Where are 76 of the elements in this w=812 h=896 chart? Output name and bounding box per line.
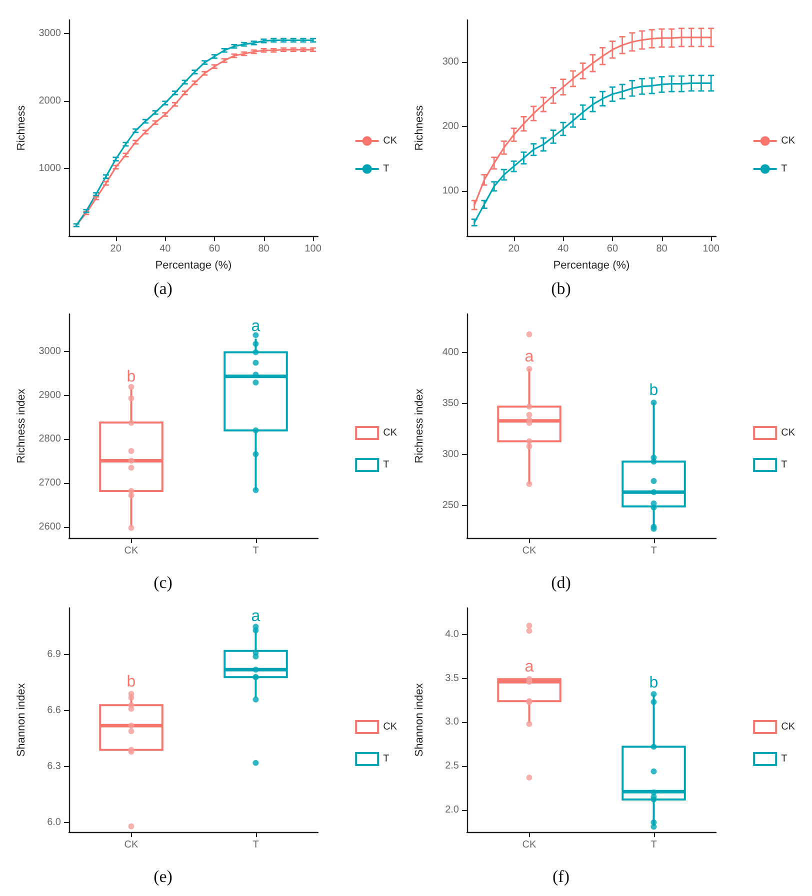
legend-label: T <box>781 164 788 174</box>
y-tick-label: 350 <box>442 398 460 410</box>
y-tick-label: 2800 <box>38 434 62 445</box>
y-tick-label: 6.0 <box>47 817 62 828</box>
x-tick-label: T <box>252 546 259 556</box>
x-tick-label: T <box>650 546 657 556</box>
y-tick-label: 3000 <box>38 346 62 357</box>
annotation: a <box>524 658 534 676</box>
y-tick-label: 1000 <box>38 163 62 174</box>
legend-label: CK <box>781 428 796 438</box>
y-axis-title: Richness <box>16 104 28 151</box>
y-tick-label: 3000 <box>38 28 62 39</box>
text: (e) <box>154 867 172 886</box>
x-tick-label: T <box>650 840 657 850</box>
x-tick-label: CK <box>522 546 537 556</box>
annotation: b <box>649 382 658 400</box>
x-tick-label: 40 <box>160 244 172 254</box>
y-tick-label: 6.6 <box>47 705 62 716</box>
x-tick-label: CK <box>124 546 139 556</box>
x-tick-label: 40 <box>558 244 570 254</box>
legend-label: T <box>781 460 788 470</box>
x-tick-label: 80 <box>656 244 668 254</box>
text: (b) <box>551 279 571 298</box>
y-tick-label: 2.0 <box>445 804 460 816</box>
legend-label: CK <box>383 136 398 146</box>
x-axis-title: Percentage (%) <box>155 260 232 272</box>
x-axis-title: Percentage (%) <box>553 260 630 272</box>
annotation: a <box>524 348 534 366</box>
text: (f) <box>552 867 570 886</box>
y-axis-title: Richness index <box>16 388 28 464</box>
annotation: b <box>126 673 136 690</box>
legend-label: T <box>781 754 788 764</box>
y-tick-label: 6.9 <box>47 649 62 660</box>
y-axis-title: Richness <box>414 104 426 151</box>
legend-label: CK <box>383 428 398 438</box>
y-tick-label: 2700 <box>38 478 62 489</box>
legend-label: T <box>383 460 390 470</box>
legend-label: CK <box>781 136 796 146</box>
y-tick-label: 3.0 <box>445 716 460 728</box>
x-tick-label: 60 <box>606 244 618 254</box>
y-tick-label: 6.3 <box>47 761 62 772</box>
x-tick-label: T <box>252 840 259 850</box>
x-tick-label: 100 <box>304 244 322 254</box>
y-tick-label: 400 <box>442 347 460 358</box>
y-tick-label: 300 <box>442 56 460 68</box>
legend-label: T <box>383 164 390 174</box>
x-tick-label: CK <box>124 840 139 850</box>
text: (d) <box>551 573 571 592</box>
x-tick-label: 100 <box>702 244 720 254</box>
text: (c) <box>154 573 172 592</box>
x-tick-label: 20 <box>110 244 122 254</box>
y-axis-title: Shannon index <box>414 682 426 757</box>
y-tick-label: 2000 <box>38 96 62 106</box>
y-tick-label: 200 <box>442 120 460 132</box>
x-tick-label: CK <box>522 840 537 850</box>
y-tick-label: 4.0 <box>445 628 460 640</box>
annotation: b <box>649 674 658 692</box>
x-tick-label: 60 <box>208 244 220 254</box>
legend-label: CK <box>781 722 796 732</box>
y-axis-title: Shannon index <box>16 682 28 757</box>
y-tick-label: 100 <box>442 185 460 196</box>
annotation: a <box>251 318 260 336</box>
legend-label: T <box>383 754 390 764</box>
y-tick-label: 300 <box>442 449 460 460</box>
y-tick-label: 2600 <box>38 522 62 533</box>
y-tick-label: 250 <box>442 500 460 511</box>
y-tick-label: 2900 <box>38 390 62 401</box>
y-tick-label: 2.5 <box>445 760 460 772</box>
x-tick-label: 20 <box>508 244 520 254</box>
annotation: b <box>126 368 136 386</box>
text: (a) <box>154 279 172 298</box>
annotation: a <box>251 608 260 626</box>
legend-label: CK <box>383 722 398 732</box>
y-axis-title: Richness index <box>414 388 426 464</box>
y-tick-label: 3.5 <box>445 672 460 684</box>
x-tick-label: 80 <box>258 244 270 254</box>
